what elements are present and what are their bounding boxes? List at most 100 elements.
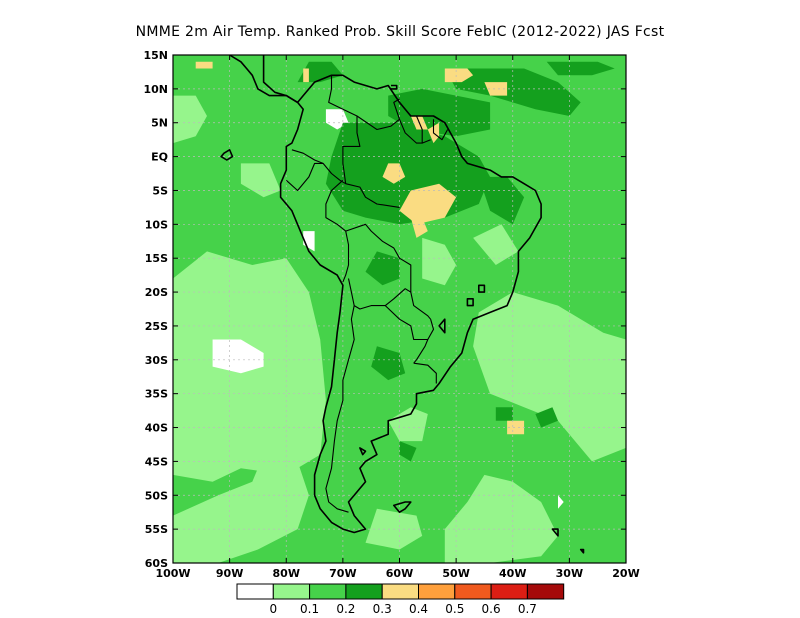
country-border-9 — [413, 362, 437, 384]
lon-tick-label: 40W — [499, 567, 526, 580]
colorbar-swatch — [454, 583, 492, 600]
coastline-3 — [262, 55, 299, 104]
skill-region-1 — [173, 454, 309, 563]
country-border-0 — [291, 75, 361, 185]
colorbar-swatch — [236, 583, 274, 600]
skill-region-33 — [303, 68, 309, 83]
lat-tick-label: 10N — [143, 83, 168, 96]
skill-region-20 — [371, 346, 406, 381]
country-border-7 — [410, 291, 432, 320]
skill-score-fill-layer — [173, 61, 626, 563]
island-3 — [438, 318, 446, 334]
colorbar-label: 0.3 — [373, 602, 392, 616]
island-2 — [466, 297, 474, 307]
lat-tick-label: 10S — [145, 218, 168, 231]
lat-tick-label: 40S — [145, 422, 168, 435]
island-0 — [220, 149, 234, 161]
colorbar-label: 0.5 — [445, 602, 464, 616]
skill-region-7 — [473, 224, 519, 265]
colorbar-label: 0.2 — [336, 602, 355, 616]
lat-tick-label: 35S — [145, 388, 168, 401]
country-border-1 — [285, 162, 324, 192]
country-border-6 — [384, 305, 435, 341]
colorbar-label: 0.7 — [518, 602, 537, 616]
skill-region-21 — [546, 61, 615, 76]
island-6 — [579, 548, 585, 554]
lat-tick-label: 5N — [151, 117, 168, 130]
skill-region-3 — [444, 474, 558, 563]
skill-region-24 — [535, 407, 558, 428]
lat-tick-label: 55S — [145, 523, 168, 536]
skill-region-23 — [399, 441, 417, 462]
map-plot-area — [173, 55, 626, 563]
skill-region-27 — [410, 217, 428, 238]
colorbar-label: 0.1 — [300, 602, 319, 616]
lon-tick-label: 20W — [612, 567, 639, 580]
colorbar-label: 0.4 — [409, 602, 428, 616]
coastline-0 — [279, 74, 542, 534]
map-axes: 15N 10N 5N EQ 5S 10S 15S 20S 25S 30S 35S 40S 45S 50S 5… — [143, 49, 639, 580]
colorbar-swatch — [345, 583, 383, 600]
lon-tick-label: 100W — [155, 567, 190, 580]
country-border-10 — [356, 98, 401, 131]
coastline-1 — [392, 501, 412, 514]
lon-tick-label: 70W — [329, 567, 356, 580]
colorbar-swatch — [272, 583, 311, 600]
skill-region-10 — [212, 339, 264, 374]
skill-region-32 — [195, 61, 213, 69]
lat-tick-label: 15N — [143, 49, 168, 62]
lat-tick-label: 30S — [145, 354, 168, 367]
skill-region-22 — [495, 407, 513, 421]
coastline-4 — [391, 84, 398, 90]
skill-region-18 — [478, 176, 525, 225]
lat-tick-label: 45S — [145, 455, 168, 468]
skill-region-15 — [388, 88, 491, 137]
skill-region-25 — [382, 163, 406, 184]
lat-tick-label: 5S — [152, 184, 168, 197]
coastline-layer — [220, 55, 585, 554]
skill-region-31 — [484, 82, 508, 96]
colorbar-swatch — [309, 583, 347, 600]
skill-region-4 — [388, 407, 428, 442]
country-border-11 — [398, 119, 423, 144]
skill-region-13 — [558, 495, 564, 509]
country-border-13 — [432, 119, 449, 141]
colorbar-swatch — [526, 583, 565, 600]
colorbar: 0 0.1 0.2 0.3 0.4 0.5 0.6 0.7 — [236, 583, 565, 616]
colorbar-swatch — [381, 583, 420, 600]
island-4 — [477, 284, 486, 293]
lon-tick-label: 80W — [273, 567, 300, 580]
skill-region-19 — [365, 251, 400, 286]
skill-region-6 — [422, 237, 457, 286]
colorbar-label: 0 — [269, 602, 277, 616]
island-1 — [359, 447, 367, 456]
lat-tick-label: EQ — [151, 151, 168, 164]
lon-tick-label: 60W — [386, 567, 413, 580]
lat-tick-label: 25S — [145, 320, 168, 333]
skill-region-8 — [173, 95, 207, 144]
skill-region-26 — [399, 183, 457, 225]
lon-tick-label: 90W — [216, 567, 243, 580]
country-border-5 — [325, 305, 355, 513]
country-border-12 — [415, 115, 431, 144]
skill-region-16 — [444, 68, 581, 116]
island-5 — [551, 528, 559, 537]
country-border-8 — [413, 339, 429, 364]
country-borders-layer — [285, 75, 449, 513]
country-border-4 — [347, 278, 412, 310]
skill-region-30 — [444, 68, 474, 83]
lat-tick-label: 15S — [145, 252, 168, 265]
lon-tick-label: 30W — [556, 567, 583, 580]
lat-tick-label: 20S — [145, 286, 168, 299]
skill-region-5 — [240, 163, 281, 198]
lat-tick-label: 50S — [145, 489, 168, 502]
skill-region-34 — [507, 420, 525, 435]
colorbar-swatch — [418, 583, 456, 600]
country-border-3 — [345, 223, 412, 293]
map-title: NMME 2m Air Temp. Ranked Prob. Skill Sco… — [136, 24, 665, 40]
skill-region-2 — [473, 292, 626, 462]
country-border-2 — [325, 179, 350, 283]
lon-tick-label: 50W — [442, 567, 469, 580]
lat-tick-label: 60S — [145, 557, 168, 570]
